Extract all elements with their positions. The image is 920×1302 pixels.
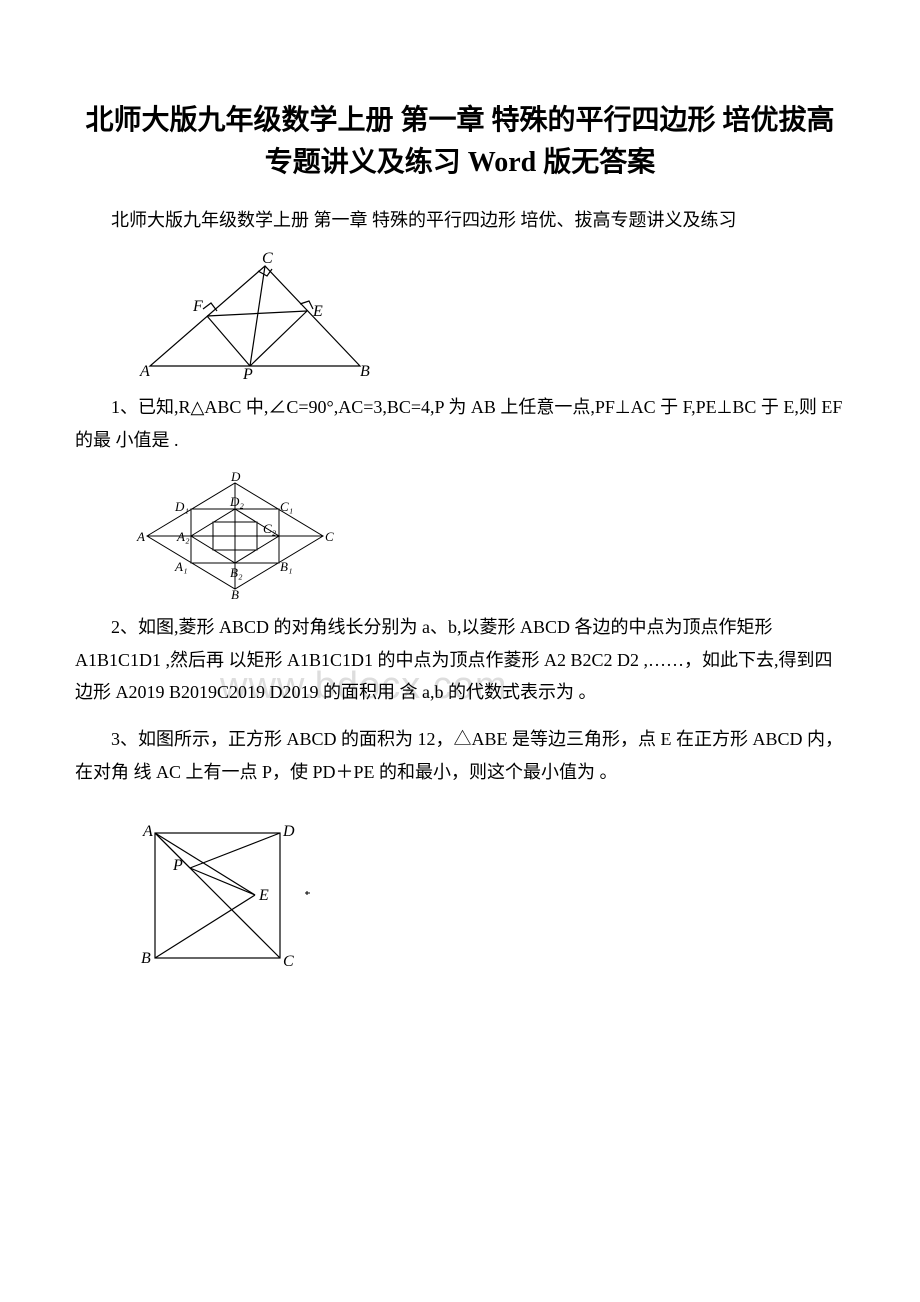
fig3-label-A: A — [142, 823, 153, 840]
fig2-label-D: D — [230, 471, 241, 484]
figure-2-container: A B C D A₁ B₁ C₁ D₁ A₂ B₂ C₂ D₂ — [135, 471, 845, 601]
problem-2: 2、如图,菱形 ABCD 的对角线长分别为 a、b,以菱形 ABCD 各边的中点… — [75, 611, 845, 708]
fig3-label-P: P — [172, 857, 183, 874]
fig3-label-D: D — [282, 823, 295, 840]
figure-3-square: A B C D E P — [135, 818, 325, 968]
fig2-label-C1: C₁ — [280, 499, 293, 514]
content-wrapper: 北师大版九年级数学上册 第一章 特殊的平行四边形 培优拔高专题讲义及练习 Wor… — [75, 100, 845, 968]
fig3-label-E: E — [258, 887, 269, 904]
fig2-label-D1: D₁ — [174, 499, 189, 514]
fig1-label-A: A — [139, 363, 150, 380]
figure-2-rhombus: A B C D A₁ B₁ C₁ D₁ A₂ B₂ C₂ D₂ — [135, 471, 335, 601]
fig1-label-P: P — [242, 366, 253, 381]
fig1-label-E: E — [312, 303, 323, 320]
fig3-label-B: B — [141, 950, 151, 967]
problem-1: 1、已知,R△ABC 中,∠C=90°,AC=3,BC=4,P 为 AB 上任意… — [75, 391, 845, 456]
problem-3: 3、如图所示，正方形 ABCD 的面积为 12，△ABE 是等边三角形，点 E … — [75, 723, 845, 788]
fig1-label-B: B — [360, 363, 370, 380]
page-title: 北师大版九年级数学上册 第一章 特殊的平行四边形 培优拔高专题讲义及练习 Wor… — [75, 100, 845, 184]
fig2-label-A: A — [136, 529, 145, 544]
fig2-label-B: B — [231, 587, 239, 601]
figure-3-container: A B C D E P — [135, 818, 845, 968]
figure-1-container: A B C F E P — [135, 251, 845, 381]
subtitle: 北师大版九年级数学上册 第一章 特殊的平行四边形 培优、拔高专题讲义及练习 — [75, 204, 845, 236]
fig2-label-A2: A₂ — [176, 529, 190, 544]
figure-1-triangle: A B C F E P — [135, 251, 375, 381]
fig3-label-C: C — [283, 953, 294, 968]
fig1-label-F: F — [192, 298, 203, 315]
fig2-label-C: C — [325, 529, 334, 544]
fig1-label-C: C — [262, 251, 273, 267]
fig2-label-B1: B₁ — [280, 559, 292, 574]
fig2-label-C2: C₂ — [263, 521, 277, 536]
fig2-label-A1: A₁ — [174, 559, 187, 574]
fig2-label-D2: D₂ — [229, 494, 244, 509]
fig2-label-B2: B₂ — [230, 565, 243, 580]
